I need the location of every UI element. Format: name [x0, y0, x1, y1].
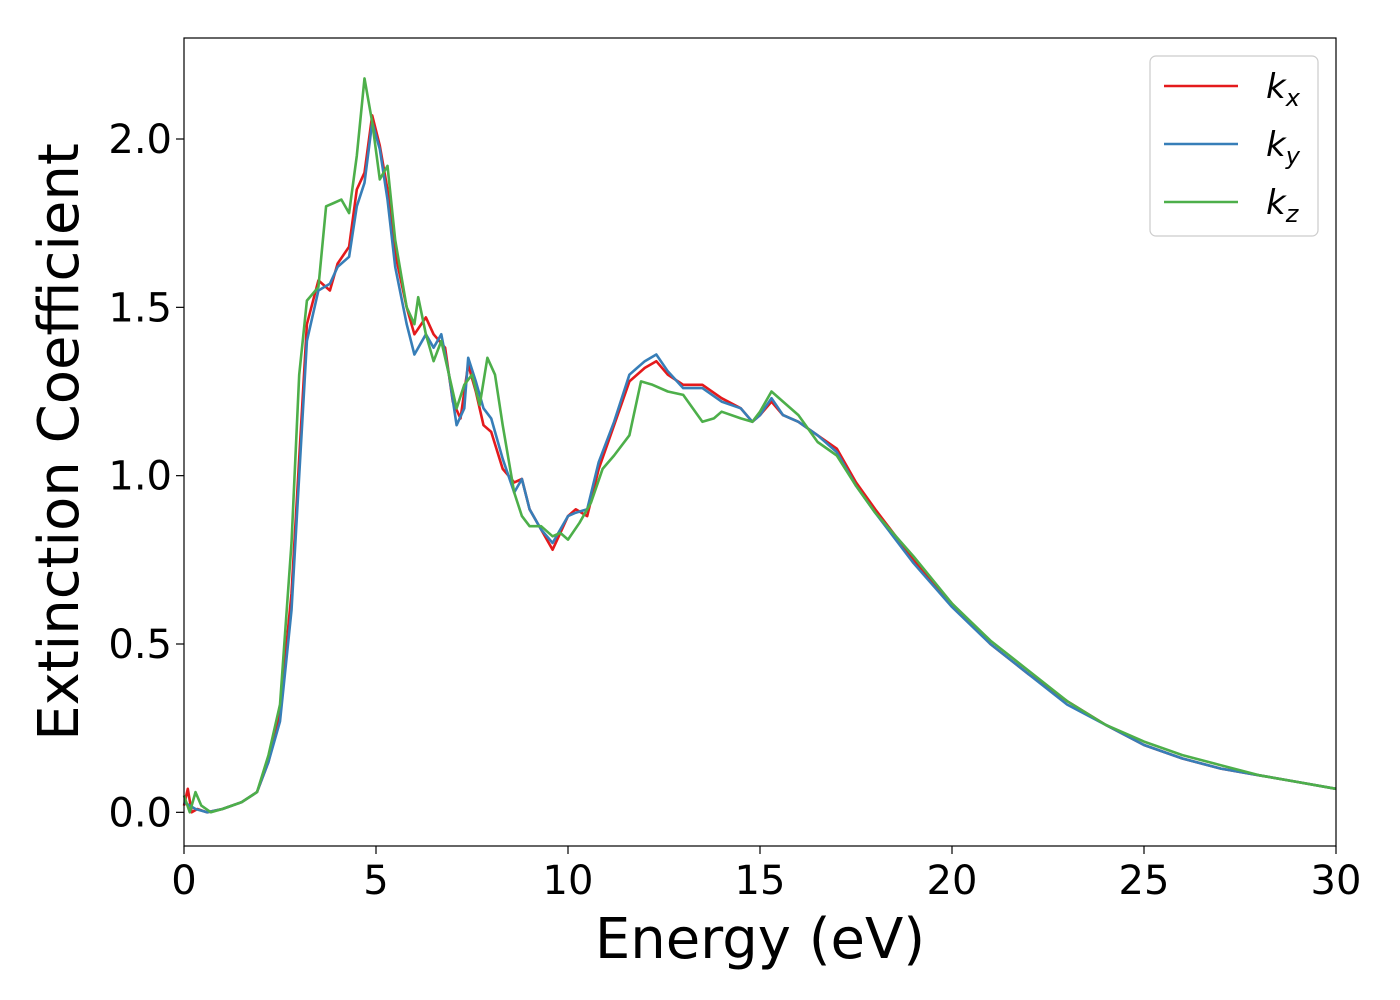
- series-layer: [182, 77, 1337, 814]
- series-line-z: [182, 77, 1337, 814]
- legend-label-x: kx: [1266, 67, 1301, 112]
- y-tick-label: 2.0: [108, 117, 172, 163]
- y-tick-label: 1.0: [108, 454, 172, 500]
- x-axis-label: Energy (eV): [595, 907, 925, 972]
- x-axis-ticks: 0 5 10 15 20 25 30: [171, 846, 1361, 904]
- x-tick-label: 10: [543, 858, 594, 904]
- y-axis-ticks: 0.0 0.5 1.0 1.5 2.0: [108, 117, 184, 836]
- plot-area: [184, 38, 1336, 846]
- x-tick-label: 30: [1311, 858, 1362, 904]
- x-tick-label: 15: [735, 858, 786, 904]
- x-tick-label: 0: [171, 858, 196, 904]
- y-tick-label: 0.0: [108, 790, 172, 836]
- x-tick-label: 25: [1119, 858, 1170, 904]
- x-tick-label: 20: [927, 858, 978, 904]
- legend: kx ky kz: [1149, 55, 1319, 237]
- y-tick-label: 1.5: [108, 285, 172, 331]
- y-axis-label: Extinction Coefficient: [27, 143, 92, 741]
- y-tick-label: 0.5: [108, 622, 172, 668]
- x-tick-label: 5: [363, 858, 388, 904]
- legend-label-y: ky: [1266, 125, 1301, 170]
- legend-label-z: kz: [1266, 183, 1300, 228]
- legend-box: [1149, 55, 1319, 237]
